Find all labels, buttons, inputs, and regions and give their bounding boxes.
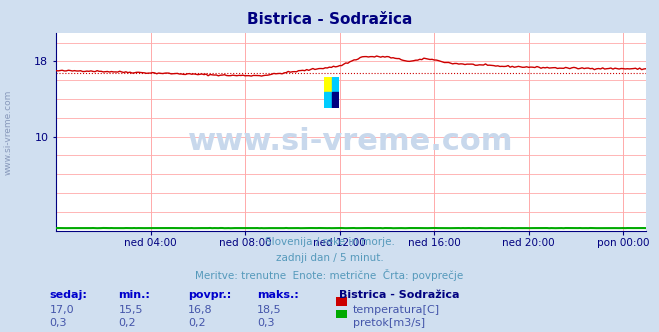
Text: 15,5: 15,5 bbox=[119, 305, 143, 315]
Text: zadnji dan / 5 minut.: zadnji dan / 5 minut. bbox=[275, 253, 384, 263]
Bar bbox=[324, 93, 331, 108]
Text: temperatura[C]: temperatura[C] bbox=[353, 305, 440, 315]
Text: Bistrica - Sodražica: Bistrica - Sodražica bbox=[339, 290, 460, 300]
Text: 0,3: 0,3 bbox=[49, 318, 67, 328]
Text: pretok[m3/s]: pretok[m3/s] bbox=[353, 318, 424, 328]
Text: min.:: min.: bbox=[119, 290, 150, 300]
Text: www.si-vreme.com: www.si-vreme.com bbox=[4, 90, 13, 176]
Text: Slovenija / reke in morje.: Slovenija / reke in morje. bbox=[264, 237, 395, 247]
Text: maks.:: maks.: bbox=[257, 290, 299, 300]
Bar bbox=[324, 77, 331, 93]
Text: Meritve: trenutne  Enote: metrične  Črta: povprečje: Meritve: trenutne Enote: metrične Črta: … bbox=[195, 269, 464, 281]
Text: 0,2: 0,2 bbox=[119, 318, 136, 328]
Text: sedaj:: sedaj: bbox=[49, 290, 87, 300]
Text: 0,3: 0,3 bbox=[257, 318, 275, 328]
Bar bbox=[331, 93, 339, 108]
Bar bbox=[331, 77, 339, 93]
Text: www.si-vreme.com: www.si-vreme.com bbox=[188, 127, 513, 156]
Text: 17,0: 17,0 bbox=[49, 305, 74, 315]
Text: 16,8: 16,8 bbox=[188, 305, 212, 315]
Text: 0,2: 0,2 bbox=[188, 318, 206, 328]
Text: Bistrica - Sodražica: Bistrica - Sodražica bbox=[247, 12, 412, 27]
Text: povpr.:: povpr.: bbox=[188, 290, 231, 300]
Text: 18,5: 18,5 bbox=[257, 305, 281, 315]
